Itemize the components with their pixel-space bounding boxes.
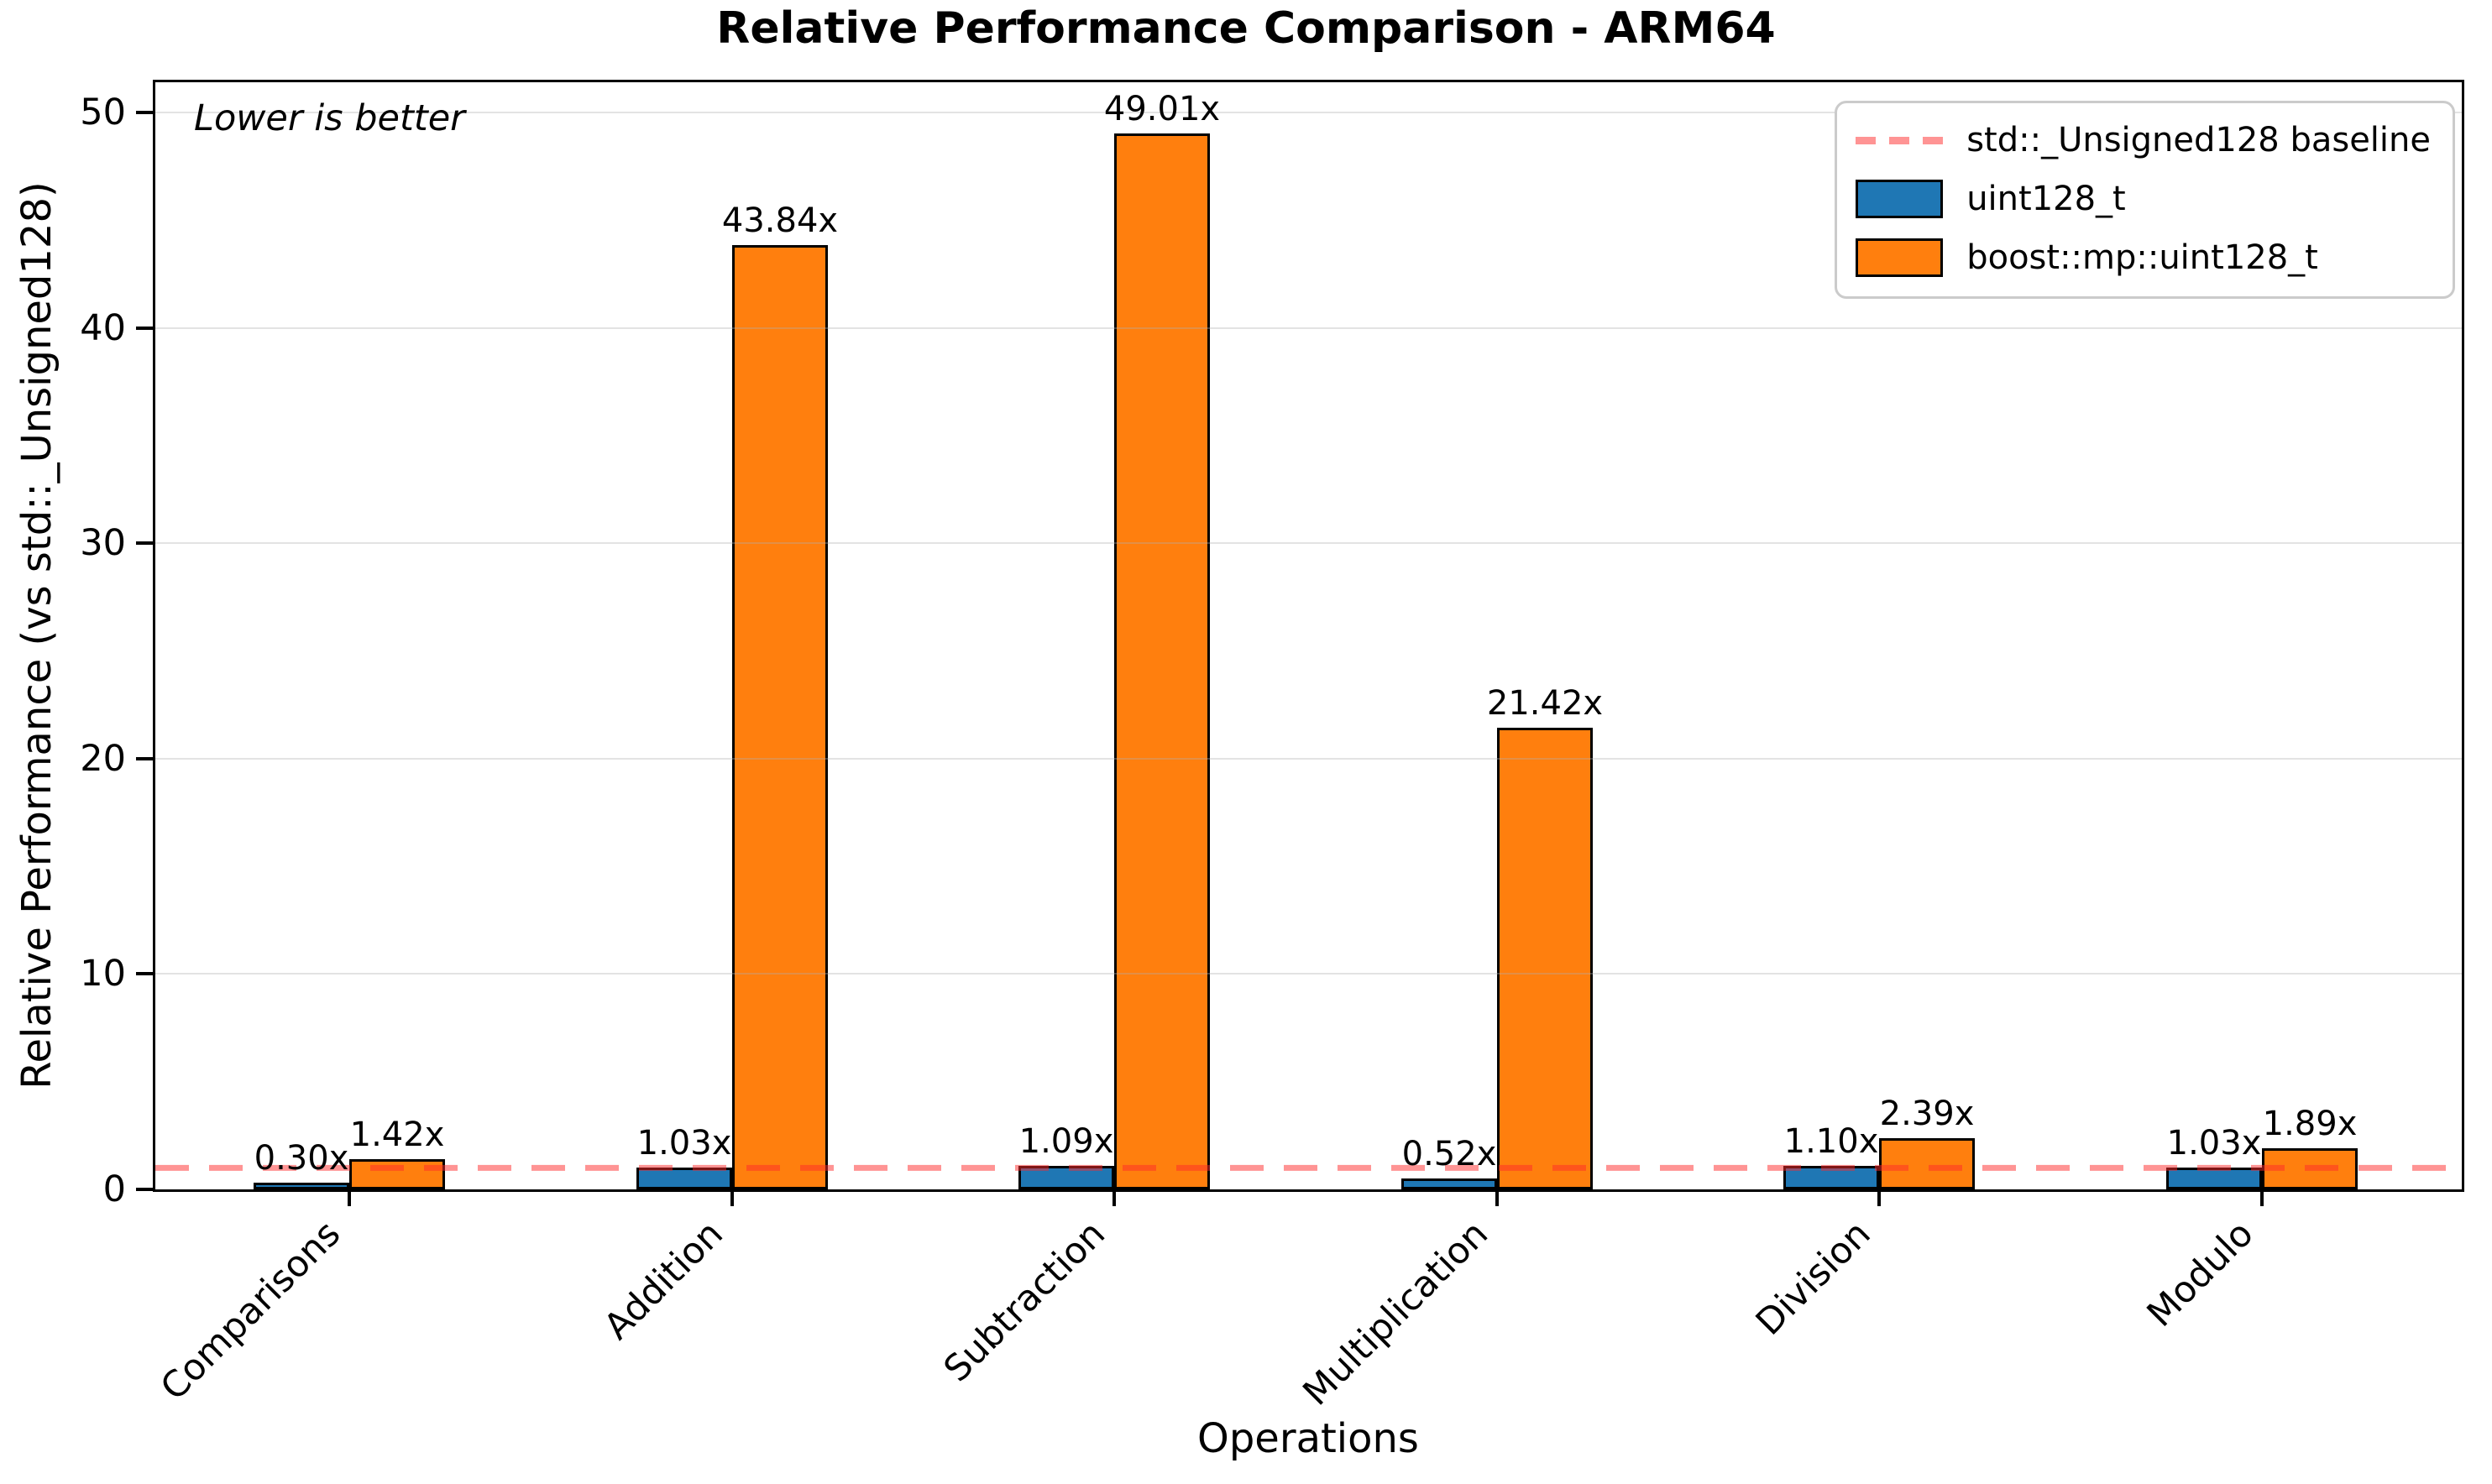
plot-area: 0.30x 1.03x 1.09x 0.52x 1.10x 1.03x 1.42x 43.84…: [153, 80, 2464, 1192]
bar-value-label: 1.42x: [349, 1116, 445, 1154]
y-tick-label: 10: [80, 953, 126, 995]
bar: [2166, 1168, 2262, 1189]
bar-value-label: 1.03x: [636, 1124, 732, 1163]
x-tick-label-text: Comparisons: [153, 1213, 349, 1409]
legend-item-uint128: uint128_t: [1856, 177, 2431, 221]
bar: [1497, 728, 1593, 1189]
x-tick-label-text: Modulo: [2139, 1213, 2262, 1335]
bar-value-label: 1.03x: [2166, 1124, 2262, 1163]
legend-item-boost: boost::mp::uint128_t: [1856, 236, 2431, 280]
bars-layer: [155, 82, 2462, 1189]
x-tick-label-text: Addition: [595, 1213, 731, 1348]
y-tick-label: 20: [80, 737, 126, 780]
legend: std::_Unsigned128 baseline uint128_t boo…: [1835, 101, 2455, 299]
bar: [1018, 1166, 1114, 1189]
y-tick-mark: [136, 1188, 153, 1191]
x-tick-mark: [730, 1189, 734, 1206]
y-tick-label: 40: [80, 306, 126, 349]
bar: [1401, 1178, 1497, 1189]
bar: [1783, 1166, 1879, 1189]
bar-value-label: 1.09x: [1018, 1122, 1114, 1161]
y-tick-label: 30: [80, 522, 126, 565]
y-tick-mark: [136, 110, 153, 114]
bar-value-label: 49.01x: [1103, 90, 1221, 128]
y-tick-mark: [136, 756, 153, 760]
x-tick-label-text: Division: [1747, 1213, 1879, 1344]
lower-is-better-note: Lower is better: [194, 97, 465, 139]
chart-title: Relative Performance Comparison - ARM64: [716, 3, 1776, 54]
bar: [2262, 1148, 2358, 1189]
x-tick-label-text: Multiplication: [1295, 1213, 1496, 1414]
bar: [1879, 1138, 1975, 1189]
bar: [1114, 133, 1210, 1189]
bar: [636, 1168, 732, 1189]
bar-value-label: 2.39x: [1879, 1095, 1975, 1133]
orange-series-swatch: [1856, 238, 1944, 277]
bar-value-label: 43.84x: [721, 201, 839, 240]
y-tick-mark: [136, 972, 153, 976]
baseline-dash-swatch: [1856, 136, 1944, 144]
x-tick-mark: [1877, 1189, 1882, 1206]
bar-value-label: 1.10x: [1783, 1122, 1879, 1161]
x-tick-mark: [1112, 1189, 1117, 1206]
legend-label-uint128: uint128_t: [1966, 180, 2126, 218]
x-tick-mark: [2259, 1189, 2264, 1206]
y-tick-label: 50: [80, 91, 126, 133]
x-tick-mark: [1495, 1189, 1499, 1206]
legend-label-baseline: std::_Unsigned128 baseline: [1966, 121, 2431, 159]
blue-series-swatch: [1856, 180, 1944, 218]
x-tick-label-text: Subtraction: [936, 1213, 1114, 1391]
bar-value-label: 1.89x: [2262, 1105, 2358, 1143]
bar-value-label: 0.30x: [254, 1139, 349, 1178]
legend-item-baseline: std::_Unsigned128 baseline: [1856, 118, 2431, 162]
bar: [732, 245, 828, 1189]
bar-value-label: 21.42x: [1486, 684, 1604, 723]
bar-value-label: 0.52x: [1401, 1135, 1497, 1173]
y-tick-mark: [136, 541, 153, 546]
x-tick-mark: [347, 1189, 351, 1206]
bar: [254, 1183, 349, 1189]
y-tick-label: 0: [102, 1168, 126, 1210]
y-axis-label: Relative Performance (vs std::_Unsigned1…: [13, 181, 60, 1089]
x-axis-label: Operations: [1197, 1415, 1419, 1462]
bar: [349, 1159, 445, 1189]
y-tick-mark: [136, 326, 153, 330]
legend-label-boost: boost::mp::uint128_t: [1966, 238, 2318, 277]
